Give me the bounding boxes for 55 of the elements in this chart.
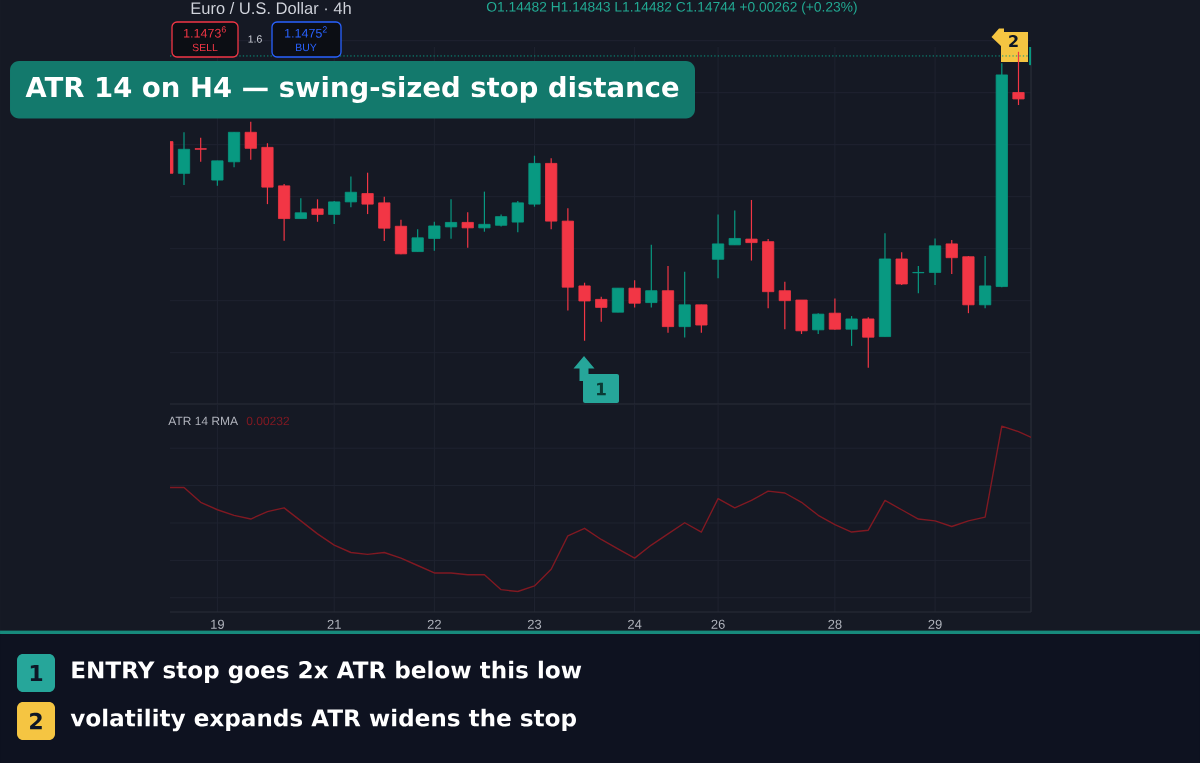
- candlestick: [294, 197, 307, 220]
- text: 1.6: [248, 35, 262, 43]
- x-tick-label: 22: [427, 619, 441, 629]
- x-tick-label: 19: [211, 619, 224, 629]
- candlestick: [745, 199, 758, 262]
- candlestick: [628, 279, 641, 308]
- text: 1.1473$^{6}$: [184, 26, 226, 38]
- x-tick-label: 28: [828, 619, 842, 629]
- text: volatility expands ATR widens the stop: [70, 708, 576, 732]
- chart-title: ATR 14 RMA: [168, 416, 239, 426]
- candlestick: [411, 228, 424, 253]
- candlestick: [945, 239, 958, 275]
- text: ATR 14 on H4 — swing-sized stop distance: [25, 76, 679, 103]
- x-tick-label: 21: [327, 619, 341, 629]
- candlestick: [712, 213, 725, 279]
- candlestick: [845, 315, 858, 347]
- text: 1: [597, 382, 606, 396]
- candlestick: [695, 304, 708, 334]
- candlestick: [595, 296, 608, 323]
- candlestick: [862, 316, 875, 369]
- text: ENTRY stop goes 2x ATR below this low: [72, 660, 582, 684]
- candlestick: [578, 282, 591, 342]
- candlestick: [361, 172, 374, 215]
- candlestick: [645, 244, 658, 308]
- candlestick: [244, 121, 257, 161]
- text: 1.1475$^{2}$: [285, 26, 327, 38]
- candlestick: [728, 209, 741, 246]
- x-tick-label: 26: [711, 619, 725, 629]
- chart-subtitle: Euro / U.S. Dollar · 4h: [191, 1, 351, 15]
- x-tick-label: 23: [527, 619, 542, 629]
- candlestick: [194, 137, 207, 163]
- candlestick: [511, 200, 524, 233]
- candlestick: [211, 160, 224, 187]
- text: 0.00232: [246, 416, 290, 426]
- candlestick: [828, 297, 841, 331]
- candlestick: [478, 191, 491, 233]
- candlestick: [678, 271, 691, 339]
- x-tick-label: 29: [928, 619, 942, 629]
- text: 1: [30, 664, 43, 681]
- candlestick: [912, 265, 925, 294]
- annotation: SELL: [192, 43, 218, 52]
- x-tick-label: 24: [628, 619, 642, 629]
- text: O1.14482 H1.14843 L1.14482 C1.14744 +0.00262 (+0.23%): [486, 1, 857, 15]
- candlestick: [311, 198, 324, 223]
- candlestick: [444, 198, 458, 240]
- candlestick: [1012, 51, 1025, 106]
- candlestick: [344, 175, 357, 208]
- annotation: BUY: [296, 43, 317, 52]
- text: 2: [1009, 35, 1018, 47]
- candlestick: [778, 281, 791, 330]
- candlestick: [428, 221, 441, 252]
- candlestick: [979, 255, 992, 309]
- text: 2: [30, 712, 42, 730]
- candlestick: [461, 211, 474, 249]
- candlestick: [812, 312, 825, 335]
